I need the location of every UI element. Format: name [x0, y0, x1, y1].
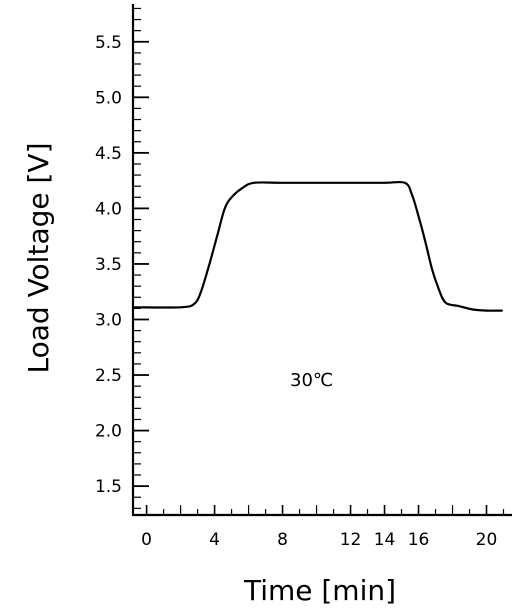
y-tick-label: 2.0 — [95, 422, 122, 442]
tick-labels: 1.5 2.0 2.5 3.0 3.5 4.0 4.5 5.0 5.5 0 4 8 12 14 16 20 — [95, 33, 497, 550]
temperature-annotation: 30℃ — [290, 370, 333, 391]
y-tick-label: 4.0 — [95, 199, 122, 219]
y-tick-label: 4.5 — [95, 144, 122, 164]
y-tick-label: 5.0 — [95, 88, 122, 108]
x-tick-label: 14 — [374, 530, 396, 550]
axes — [131, 4, 512, 517]
voltage-series-line — [133, 180, 503, 312]
y-tick-label: 3.5 — [95, 255, 122, 275]
ticks — [133, 7, 505, 515]
y-tick-label: 1.5 — [95, 477, 122, 497]
x-tick-label: 4 — [209, 530, 220, 550]
series-layer — [133, 180, 503, 312]
x-tick-label: 20 — [476, 530, 498, 550]
x-tick-label: 12 — [340, 530, 362, 550]
x-tick-label: 0 — [141, 530, 152, 550]
y-tick-label: 5.5 — [95, 33, 122, 53]
y-tick-label: 3.0 — [95, 310, 122, 330]
x-tick-label: 16 — [408, 530, 430, 550]
x-axis-label: Time [min] — [243, 574, 396, 607]
y-tick-label: 2.5 — [95, 366, 122, 386]
x-tick-label: 8 — [277, 530, 288, 550]
y-axis-label: Load Voltage [V] — [22, 143, 55, 374]
